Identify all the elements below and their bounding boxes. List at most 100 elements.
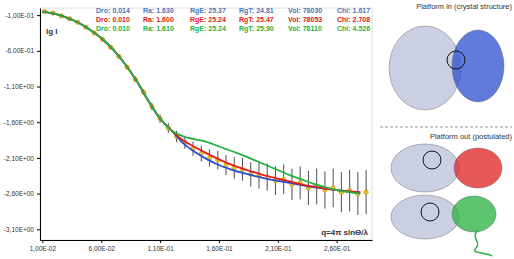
fit-stat-label: RgE:	[190, 16, 206, 24]
fit-stat-value: 0.010	[112, 16, 130, 23]
fit-stat-label: Dro:	[96, 7, 110, 14]
fit-stat: Dro:0.014	[96, 7, 130, 14]
panel-label: Platform out (postulated)	[430, 132, 513, 141]
fit-stat-label: Chi:	[337, 7, 351, 14]
x-tick-mark	[337, 240, 338, 243]
fit-stat-label: Ra:	[143, 16, 154, 23]
fit-stat-label: RgT:	[239, 7, 254, 15]
x-tick: 1,10E-01	[147, 240, 174, 252]
panel-divider	[380, 127, 512, 128]
y-axis-title: lg I	[46, 27, 58, 36]
x-tick: 1,60E-01	[206, 240, 233, 252]
fit-stat: RgT:24.81	[239, 7, 274, 15]
x-tick-mark	[219, 240, 220, 243]
y-tick: -6,00E-01	[5, 47, 40, 54]
highlight-circle	[447, 51, 465, 69]
fit-stat-value: 1.617	[353, 7, 371, 14]
x-tick-mark	[278, 240, 279, 243]
x-axis-line	[41, 240, 373, 241]
plot-frame	[40, 8, 372, 240]
fit-stat-label: Dro:	[96, 25, 110, 32]
fit-stat-value: 4.526	[353, 25, 371, 32]
domain-platform	[454, 148, 502, 188]
fit-stat: Vol:78030	[288, 7, 322, 14]
fit-stat-value: 24.81	[256, 7, 274, 14]
x-tick-mark	[160, 240, 161, 243]
fit-stat-label: Chi:	[337, 25, 351, 32]
domain-core	[389, 26, 461, 110]
fit-stat-label: Vol:	[288, 16, 301, 23]
domain-core	[391, 144, 459, 192]
domain-platform	[452, 30, 504, 102]
x-tick: 2,10E-01	[265, 240, 292, 252]
fit-stat-value: 0.010	[112, 25, 130, 32]
y-tick-mark	[37, 194, 40, 195]
fit-stat: RgE:25.24	[190, 25, 226, 33]
x-tick: 1,00E-02	[30, 240, 57, 252]
y-tick-mark	[37, 122, 40, 123]
fit-stat: Dro:0.010	[96, 16, 130, 23]
fit-stat-value: 1.630	[156, 7, 174, 14]
y-tick-mark	[37, 229, 40, 230]
x-tick-label: 1,10E-01	[147, 245, 174, 252]
y-tick-mark	[37, 87, 40, 88]
y-tick-label: -2,60E+00	[4, 190, 35, 197]
y-tick-mark	[37, 51, 40, 52]
fit-stat-value: 78110	[303, 25, 322, 32]
data-point	[364, 190, 368, 194]
y-tick: -1,60E+00	[4, 119, 40, 126]
fit-stat-label: RgE:	[190, 7, 206, 15]
y-tick-label: -2,10E+00	[4, 154, 35, 161]
fit-stat-label: Vol:	[288, 25, 301, 32]
x-tick-mark	[42, 240, 43, 243]
fit-stat-label: Ra:	[143, 7, 154, 14]
fit-stat-value: 25.47	[256, 16, 274, 23]
x-tick-label: 2,60E-01	[324, 245, 351, 252]
domain-core	[391, 195, 459, 239]
y-tick: -3,10E+00	[4, 226, 40, 233]
y-axis-line	[40, 9, 41, 241]
x-axis: 1,00E-02 6,00E-02 1,10E-01 1,60E-01 2,10E-01…	[30, 240, 373, 252]
y-tick-label: -1,00E-01	[5, 12, 34, 19]
y-tick-mark	[37, 158, 40, 159]
fit-line	[42, 12, 360, 193]
flexible-tail	[475, 230, 492, 256]
fit-stat-label: Chi:	[337, 16, 351, 23]
fit-stat: Dro:0.010	[96, 25, 130, 32]
fit-stat: Chi:2.708	[337, 16, 370, 23]
fit-stat: Ra:1.600	[143, 16, 174, 23]
fit-stat: Ra:1.610	[143, 25, 174, 32]
fit-stat-value: 25.24	[208, 25, 226, 32]
chart: 1,00E-02 6,00E-02 1,10E-01 1,60E-01 2,10E-01…	[0, 0, 514, 259]
y-axis: -1,00E-01-6,00E-01-1,10E+00-1,60E+00-2,1…	[4, 9, 41, 241]
fit-stat: RgT:25.90	[239, 25, 274, 33]
structure-panel	[380, 26, 512, 256]
fit-stat-value: 1.610	[156, 25, 174, 32]
highlight-circle	[421, 203, 439, 221]
fit-stat-value: 78030	[303, 7, 323, 14]
y-tick: -2,60E+00	[4, 190, 40, 197]
fit-stat: RgE:25.24	[190, 16, 226, 24]
x-tick-label: 1,00E-02	[30, 245, 57, 252]
x-tick: 6,00E-02	[89, 240, 116, 252]
y-tick-label: -6,00E-01	[5, 47, 34, 54]
fit-line	[42, 12, 360, 193]
fit-stat: Ra:1.630	[143, 7, 174, 14]
fit-stat-label: RgE:	[190, 25, 206, 33]
fit-stat: Vol:78110	[288, 25, 322, 32]
fit-stat-value: 25.90	[256, 25, 274, 32]
x-tick-label: 2,10E-01	[265, 245, 292, 252]
x-tick-label: 1,60E-01	[206, 245, 233, 252]
fit-stat-value: 25.24	[208, 16, 226, 23]
fit-stat: Chi:4.526	[337, 25, 370, 32]
x-tick-mark	[101, 240, 102, 243]
y-tick-label: -3,10E+00	[4, 226, 35, 233]
fit-stat-value: 25.37	[208, 7, 226, 14]
x-tick-label: 6,00E-02	[89, 245, 116, 252]
fit-stat-label: Dro:	[96, 16, 110, 23]
x-tick: 2,60E-01	[324, 240, 351, 252]
x-axis-title: q=4π sinΘ/λ	[321, 228, 368, 237]
panel-label: Platform in (crystal structure)	[416, 2, 512, 11]
fit-stat: RgT:25.47	[239, 16, 274, 24]
fit-stat-value: 0.014	[112, 7, 130, 14]
